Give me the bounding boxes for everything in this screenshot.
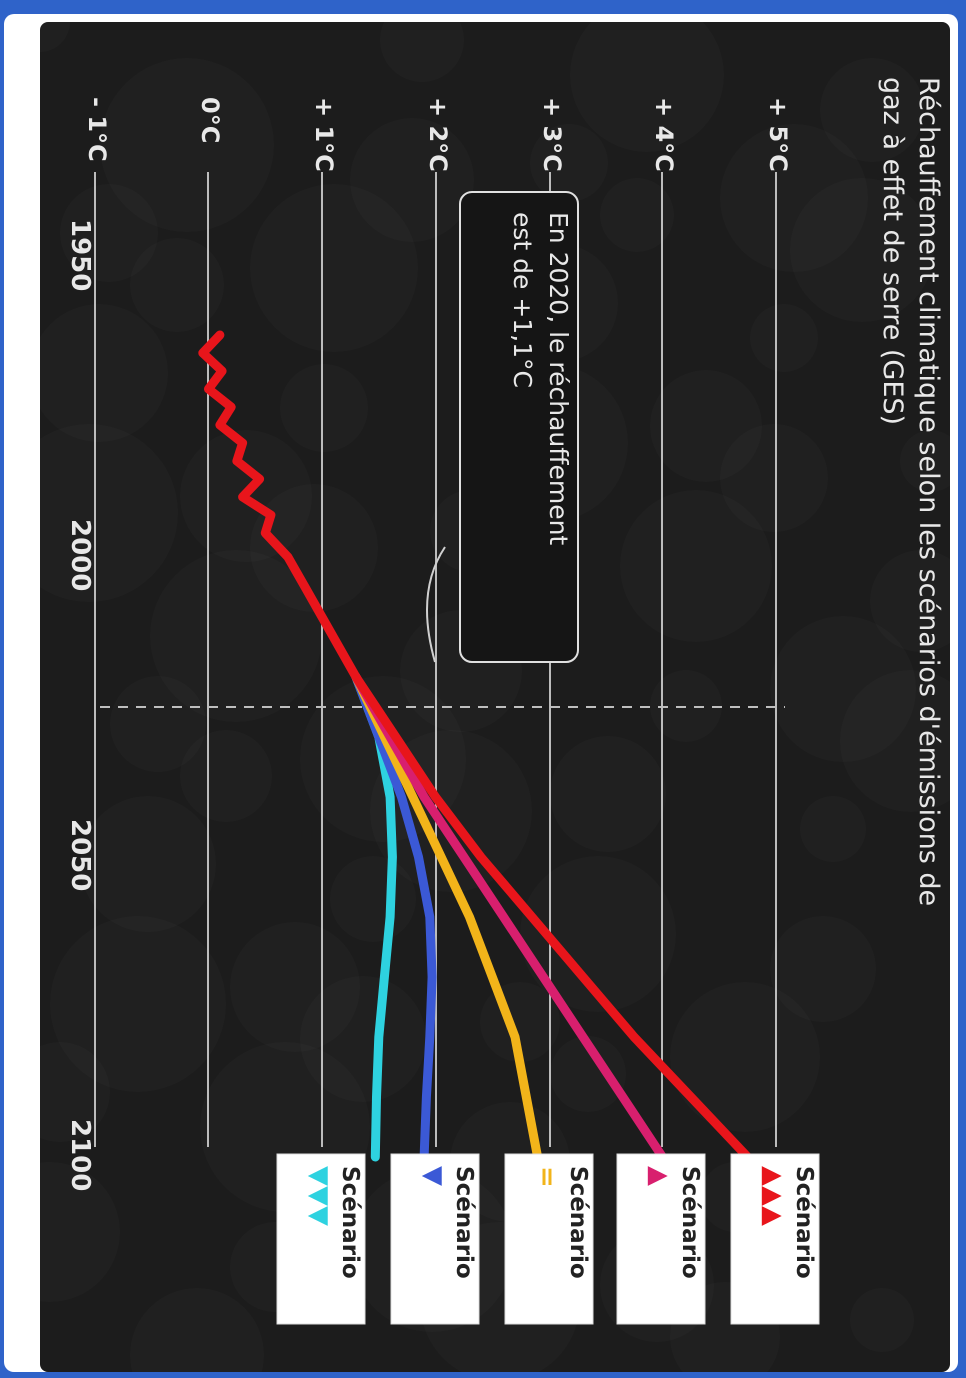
y-tick-label-text: + 1°C [310, 97, 338, 172]
chalk-smudge [670, 982, 820, 1132]
chalk-smudge [380, 22, 464, 82]
x-tick-label: 2000 [65, 519, 95, 591]
series-lines [198, 330, 781, 1198]
y-tick-label: 0°C [196, 97, 224, 143]
legend: Scénario▲▲▲Scénario▲Scénario=Scénario▼Sc… [276, 1153, 820, 1325]
legend-symbol: ▲▲▲ [758, 1166, 788, 1226]
chalk-smudge [750, 304, 818, 372]
legend-symbol: ▼▼▼ [304, 1166, 334, 1226]
legend-label-text: Scénario [565, 1166, 591, 1279]
x-tick-label: 2100 [65, 1119, 95, 1191]
gridlines [94, 172, 777, 1147]
legend-label: Scénario [791, 1166, 817, 1279]
x-tick-label-text: 2000 [65, 519, 95, 591]
chart-title-line: Réchauffement climatique selon les scéna… [913, 77, 944, 906]
y-tick-label-text: + 3°C [538, 97, 566, 172]
legend-label: Scénario [451, 1166, 477, 1279]
legend-item: Scénario▲▲▲ [730, 1153, 820, 1325]
y-tick-label: + 3°C [538, 97, 566, 172]
legend-label-text: Scénario [677, 1166, 703, 1279]
legend-label: Scénario [565, 1166, 591, 1279]
chalk-smudge [250, 184, 418, 352]
legend-box [276, 1153, 366, 1325]
y-tick-label-text: + 5°C [764, 97, 792, 172]
legend-symbol-text: ▼ [418, 1166, 448, 1186]
legend-symbol-text: ▲▲▲ [758, 1166, 788, 1226]
chart-title: Réchauffement climatique selon les scéna… [877, 77, 944, 906]
y-tick-label: + 4°C [650, 97, 678, 172]
chalk-smudge [110, 676, 206, 772]
legend-symbol-text: = [532, 1166, 562, 1188]
chalk-smudge [80, 796, 216, 932]
y-tick-label-text: 0°C [196, 97, 224, 143]
chalk-smudge [330, 856, 416, 942]
x-tick-label-text: 2100 [65, 1119, 95, 1191]
y-tick-label: + 1°C [310, 97, 338, 172]
chalk-smudge [40, 22, 70, 52]
series-line [198, 330, 781, 1198]
y-tick-label-text: + 4°C [650, 97, 678, 172]
annotation-box [459, 191, 579, 663]
legend-label-text: Scénario [451, 1166, 477, 1279]
x-tick-label-text: 2050 [65, 819, 95, 891]
chalk-smudge [650, 370, 762, 482]
y-tick-label: - 1°C [83, 97, 111, 162]
chalk-smudge [770, 616, 916, 762]
legend-symbol-text: ▲ [644, 1166, 674, 1186]
legend-symbol-text: ▼▼▼ [304, 1166, 334, 1226]
legend-box [390, 1153, 480, 1325]
legend-item: Scénario▼ [390, 1153, 480, 1325]
chalk-smudge [850, 1288, 914, 1352]
chalk-smudge [130, 1288, 264, 1372]
chalk-smudge [40, 424, 178, 602]
chart-title-line: gaz à effet de serre (GES) [877, 77, 908, 425]
legend-label: Scénario [677, 1166, 703, 1279]
annotation-pointer [426, 546, 446, 663]
chalk-smudge [40, 304, 168, 442]
chalk-smudge [800, 796, 866, 862]
legend-label-text: Scénario [337, 1166, 363, 1279]
series-line [351, 672, 437, 1162]
series-line [351, 672, 667, 1162]
x-tick-label: 1950 [65, 219, 95, 291]
series-line [351, 672, 543, 1162]
x-tick-label: 2050 [65, 819, 95, 891]
chalk-smudge [720, 124, 868, 272]
y-tick-label-text: - 1°C [83, 97, 111, 162]
chart: - 1°C 0°C + 1°C + 2°C + 3°C + 4°C + 5°C 1950 200… [40, 22, 944, 1372]
legend-label: Scénario [337, 1166, 363, 1279]
y-tick-label: + 2°C [424, 97, 452, 172]
chalk-smudge [230, 922, 360, 1052]
legend-symbol: ▲ [644, 1166, 674, 1186]
legend-symbol: = [532, 1166, 562, 1188]
chalk-smudge [280, 364, 368, 452]
chalkboard: - 1°C 0°C + 1°C + 2°C + 3°C + 4°C + 5°C 1950 200… [40, 22, 950, 1372]
legend-box [504, 1153, 594, 1325]
legend-item: Scénario▲ [616, 1153, 706, 1325]
y-tick-label-text: + 2°C [424, 97, 452, 172]
chalk-smudge [620, 490, 772, 642]
x-tick-label-text: 1950 [65, 219, 95, 291]
y-tick-label: + 5°C [764, 97, 792, 172]
legend-box [730, 1153, 820, 1325]
legend-item: Scénario= [504, 1153, 594, 1325]
legend-label-text: Scénario [791, 1166, 817, 1279]
annotation-line: est de +1,1°C [508, 212, 537, 388]
chalk-smudge [550, 736, 666, 852]
legend-box [616, 1153, 706, 1325]
annotation-line: En 2020, le réchauffement [544, 212, 573, 545]
legend-item: Scénario▼▼▼ [276, 1153, 366, 1325]
legend-symbol: ▼ [418, 1166, 448, 1186]
